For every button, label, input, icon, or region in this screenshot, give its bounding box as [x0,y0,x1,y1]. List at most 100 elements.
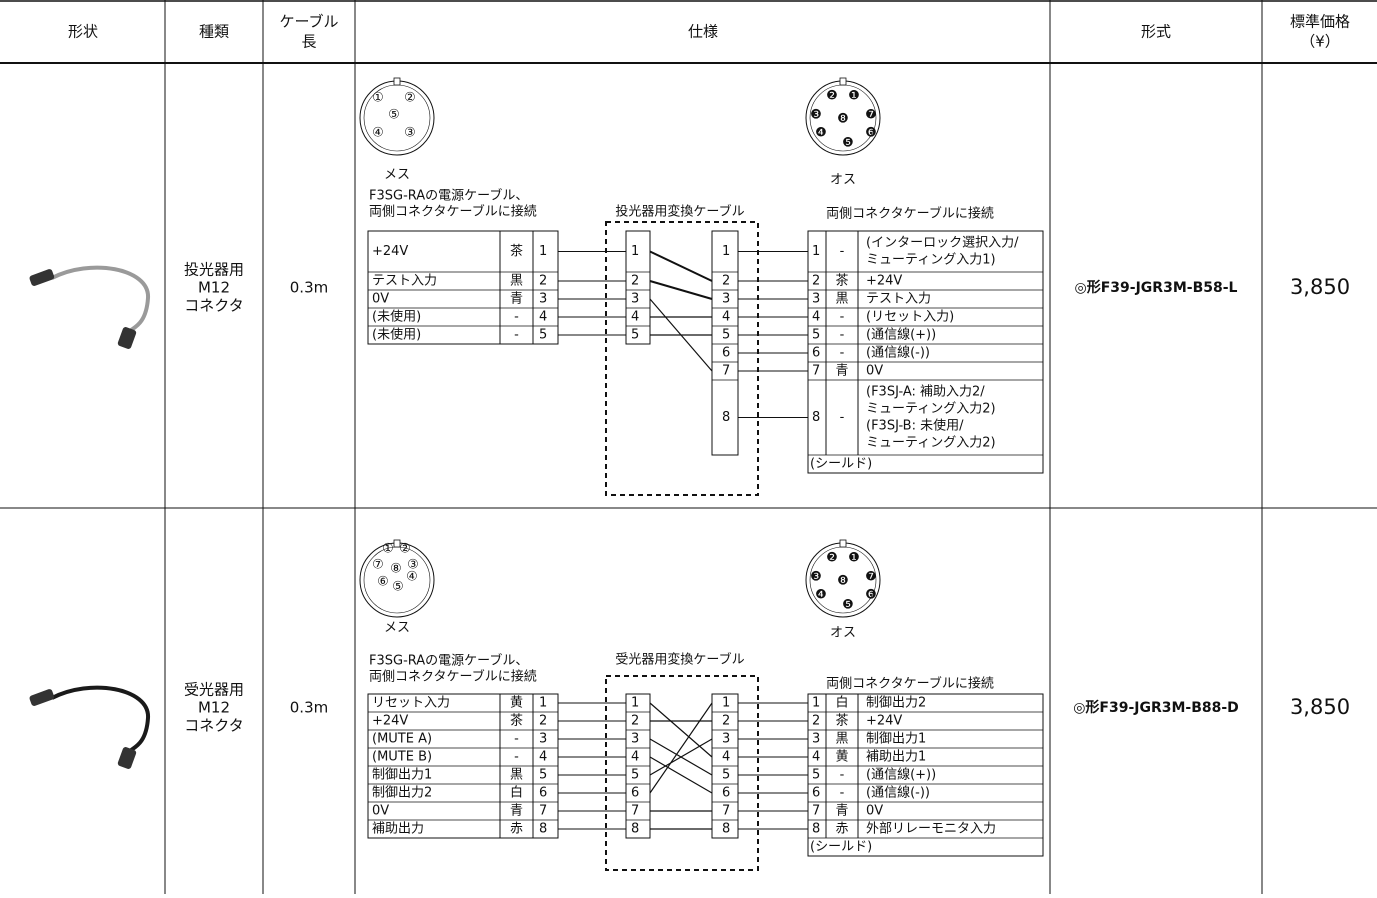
connector-pin: ❷ [826,89,838,104]
pin-number: 4 [539,310,547,325]
pin-number: 2 [539,274,547,289]
pin-number: 1 [631,696,639,711]
connector-pin: ❽ [837,574,849,589]
pin-number: 2 [631,714,639,729]
rule [649,250,713,282]
signal: テスト入力 [866,292,931,307]
pin-number: 4 [631,750,639,765]
pin-number: 8 [631,822,639,837]
connector-label: オス [830,626,856,641]
pin-number: 5 [631,328,639,343]
signal: +24V [866,714,902,729]
connector-pin: ⑥ [377,575,389,590]
pin-number: 2 [539,714,547,729]
signal: (未使用) [372,327,421,343]
pin-box [711,230,739,456]
header-cell: 形状 [68,23,98,41]
caption: 両側コネクタケーブルに接続 [369,204,537,220]
pin-number: 4 [812,750,820,765]
signal: (通信線(+)) [866,767,936,783]
signal: (リセット入力) [866,310,954,325]
conversion-cable [605,675,759,871]
connector-pin: ③ [407,558,419,573]
signal: (通信線(+)) [866,327,936,343]
connector-pin: ② [399,542,411,557]
wire-color: - [840,346,845,361]
header-cell: 長 [301,33,316,51]
pin-number: 8 [812,822,820,837]
signal: +24V [372,714,408,729]
kind: 投光器用 [184,261,244,279]
wire-color: 白 [510,785,523,801]
pin-number: 2 [812,714,820,729]
connector-pin: ❹ [815,126,827,141]
wire-color: 青 [835,804,848,819]
connector-label: オス [830,173,856,188]
header-cell: 仕様 [688,23,718,41]
signal: 0V [372,804,389,819]
length: 0.3m [290,699,328,717]
wire-color: 黄 [510,696,523,711]
kind: コネクタ [184,717,243,735]
pin-number: 5 [812,768,820,783]
connector-pin: ❶ [848,551,860,566]
pin-number: 8 [812,410,820,425]
wire-color: 黒 [835,292,848,307]
pin-number: 6 [812,786,820,801]
pin-number: 2 [631,274,639,289]
signal: 補助出力 [372,822,424,837]
connector-pin: ⑤ [392,580,404,595]
wire-color: 青 [835,364,848,379]
pin-number: 3 [722,732,730,747]
shield: (シールド) [810,457,872,472]
pin-number: 6 [722,346,730,361]
model: ◎形F39-JGR3M-B88-D [1073,699,1239,716]
pin-number: 8 [722,822,730,837]
signal: 外部リレーモニタ入力 [866,822,996,837]
caption: F3SG-RAの電源ケーブル、 [369,653,528,669]
pin-number: 2 [812,274,820,289]
pin-number: 5 [539,768,547,783]
connector-key [393,77,401,86]
pin-number: 8 [539,822,547,837]
cable-plug [29,269,55,286]
signal: 0V [866,364,883,379]
pin-number: 1 [722,696,730,711]
pin-number: 6 [539,786,547,801]
pin-number: 3 [631,732,639,747]
signal: (MUTE A) [372,732,432,747]
model: ◎形F39-JGR3M-B58-L [1075,279,1238,296]
pin-number: 3 [631,292,639,307]
wire-color: 赤 [510,822,523,837]
pin-number: 1 [631,244,639,259]
pin-number: 1 [722,244,730,259]
signal: (インターロック選択入力/ [866,236,1019,251]
wire-color: - [514,310,519,325]
pin-number: 7 [722,364,730,379]
wire-color: - [840,310,845,325]
rule [649,756,713,794]
pin-number: 5 [722,328,730,343]
signal: リセット入力 [372,696,450,711]
signal: 制御出力1 [372,768,432,783]
pin-number: 4 [722,310,730,325]
connector-pin: ❽ [837,112,849,127]
header-cell: 標準価格 [1290,13,1350,31]
pin-number: 3 [812,732,820,747]
signal: (通信線(-)) [866,785,930,801]
connector-pin: ❷ [826,551,838,566]
pin-number: 6 [812,346,820,361]
pin-number: 6 [722,786,730,801]
wire-color: - [840,410,845,425]
header-cell: 種類 [199,23,229,41]
signal: 制御出力2 [372,786,432,801]
connector-pin: ② [404,91,416,106]
connector-pin: ⑧ [390,562,402,577]
pin-number: 5 [812,328,820,343]
connector-pin: ❻ [865,126,877,141]
connector-pin: ⑦ [372,558,384,573]
pin-number: 5 [722,768,730,783]
cable-plug [29,689,55,706]
rule [649,738,713,776]
